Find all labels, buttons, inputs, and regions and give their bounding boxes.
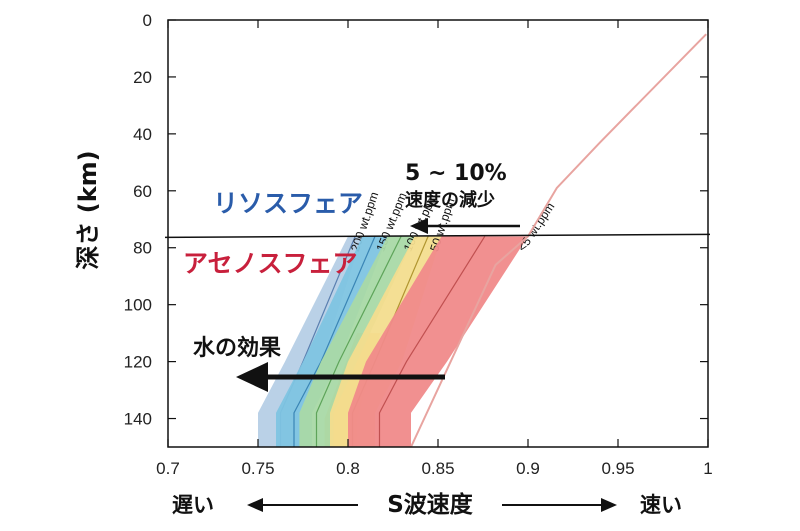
y-tick-label: 60 [133, 182, 152, 201]
reference-profile-line [410, 33, 707, 448]
x-tick-label: 0.75 [241, 459, 274, 478]
x-tick-label: 0.8 [336, 459, 360, 478]
water-effect-arrow-head [236, 362, 268, 392]
band-2-line [315, 236, 402, 447]
y-tick-label: 20 [133, 68, 152, 87]
x-axis-slow-label: 遅い [172, 493, 214, 517]
y-tick-label: 80 [133, 239, 152, 258]
asthenosphere-label: アセノスフェア [183, 249, 358, 278]
lab-boundary-line [164, 233, 711, 239]
lithosphere-label: リソスフェア [213, 189, 363, 218]
y-tick-label: 0 [143, 11, 152, 30]
reduction-text: 速度の減少 [405, 189, 495, 211]
y-axis-title: 深さ (km) [74, 150, 102, 269]
band-4-label: <5 wt.ppm [515, 200, 558, 254]
slow-arrow-head [247, 498, 263, 512]
reduction-percent: 5 ~ 10% [405, 161, 507, 186]
y-tick-label: 120 [124, 353, 152, 372]
band-0 [258, 236, 363, 447]
x-tick-label: 0.9 [516, 459, 540, 478]
x-axis-title: S波速度 [387, 491, 474, 518]
reduction-arrow-head [410, 218, 428, 234]
y-tick-label: 40 [133, 125, 152, 144]
y-tick-label: 140 [124, 410, 152, 429]
axis-ticks: 0.7 0.75 0.8 0.85 0.9 0.95 1 0 20 40 60 80 100 120 140 [124, 11, 713, 478]
y-tick-label: 100 [124, 296, 152, 315]
x-tick-label: 1 [703, 459, 712, 478]
water-effect-label: 水の効果 [193, 335, 281, 361]
band-4-line [378, 236, 486, 447]
band-4 [348, 236, 528, 447]
x-tick-label: 0.95 [601, 459, 634, 478]
band-2 [299, 236, 415, 447]
x-axis-fast-label: 速い [640, 493, 682, 517]
x-tick-label: 0.7 [156, 459, 180, 478]
band-1-line [293, 236, 376, 447]
x-tick-label: 0.85 [421, 459, 454, 478]
reference-profile [410, 33, 707, 448]
fast-arrow-head [601, 498, 617, 512]
